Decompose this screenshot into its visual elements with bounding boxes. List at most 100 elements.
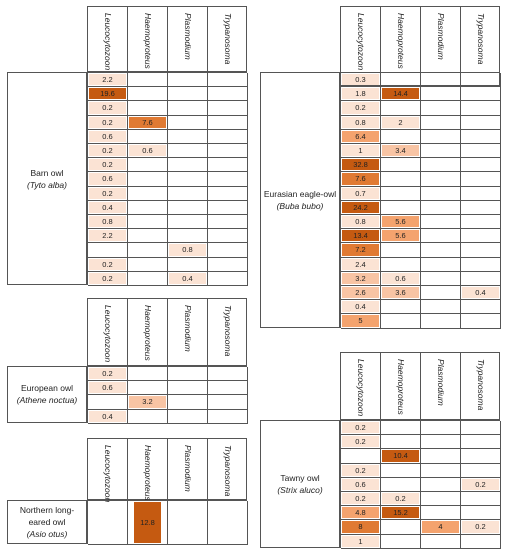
column-header: Plasmodium [168,439,208,499]
cell-value [209,368,246,379]
cell-value [422,88,459,99]
cell-value: 2.2 [89,230,126,242]
table-cell [208,243,248,258]
table-cell [88,501,128,545]
species-scientific-name: (Strix aluco) [277,484,323,495]
cell-value: 2.6 [342,287,379,299]
table-cell [168,129,208,144]
cell-value [462,301,499,312]
cell-value [422,131,459,142]
column-header-label: Haemoproteus [142,13,153,69]
cell-value [422,465,459,476]
cell-value [382,202,419,213]
table-cell [128,271,168,286]
table-cell [421,200,461,215]
table-cell [128,243,168,258]
table-cell: 0.2 [88,271,128,286]
table-cell [461,73,501,88]
table-cell [421,129,461,144]
table-cell [461,257,501,272]
cell-value [422,259,459,270]
table-cell [88,243,128,258]
table-cell: 0.4 [341,300,381,315]
cell-value [422,301,459,312]
table-cell: 0.6 [128,144,168,159]
table-row: 0.2 0.2 [341,492,501,507]
table-row: 3.2 [88,395,248,410]
cell-value: 0.2 [382,493,419,505]
cell-value [209,244,246,255]
table-cell [168,257,208,272]
table-cell [421,477,461,492]
cell-value [422,422,459,433]
table-cell [461,435,501,450]
cell-value [382,131,419,142]
table-cell [421,229,461,244]
species-scientific-name: (Buba bubo) [276,200,324,211]
column-header: Haemoproteus [128,299,168,365]
cell-value [422,244,459,255]
cell-value: 5.6 [382,216,419,228]
cell-value [462,273,499,284]
cell-value [462,173,499,184]
cell-value [169,396,206,407]
cell-value: 0.2 [342,436,379,448]
table-row: 0.6 0.2 [341,477,501,492]
column-header-row: Leucocytozoon Haemoproteus Plasmodium Trypa… [87,298,247,366]
table-row: 0.2 [88,158,248,173]
cell-value: 24.2 [342,201,379,213]
column-header: Haemoproteus [128,7,168,71]
cell-value: 3.6 [382,287,419,299]
cell-value [342,450,379,461]
cell-value [422,74,459,85]
table-cell [421,257,461,272]
table-cell [168,73,208,88]
column-header: Trypanosoma [461,353,501,419]
table-row: 0.2 [88,186,248,201]
table-cell [341,449,381,464]
table-row: 0.8 5.6 [341,215,501,230]
cell-value [422,102,459,113]
table-cell: 5.6 [381,229,421,244]
table-cell: 0.2 [461,520,501,535]
table-row: 19.6 [88,87,248,102]
cell-value [209,145,246,156]
table-cell [168,501,208,545]
species-label: Eurasian eagle-owl (Buba bubo) [260,72,340,328]
table-cell [421,449,461,464]
cell-value [382,259,419,270]
cell-value [382,102,419,113]
table-cell [461,87,501,102]
cell-value [209,502,246,543]
table-cell: 8 [341,520,381,535]
table-cell [208,409,248,424]
column-header-label: Plasmodium [435,13,446,60]
cell-value [169,368,206,379]
cell-value [462,450,499,461]
table-cell: 0.4 [168,271,208,286]
cell-value: 3.2 [342,272,379,284]
table-cell [381,477,421,492]
table-cell [461,492,501,507]
table-row: 0.2 7.6 [88,115,248,130]
table-cell [421,73,461,88]
table-cell [421,534,461,549]
table-row: 10.4 [341,449,501,464]
table-cell: 0.4 [88,200,128,215]
table-row: 0.4 [88,409,248,424]
species-label: Tawny owl (Strix aluco) [260,420,340,548]
cell-value [382,173,419,184]
table-cell [128,215,168,230]
cell-value: 5 [342,315,379,327]
table-row: 0.2 0.4 [88,271,248,286]
cell-value [209,173,246,184]
cell-value [462,202,499,213]
cell-value [129,230,166,241]
cell-value [422,436,459,447]
table-row: 2.2 [88,73,248,88]
cell-value [422,145,459,156]
cell-value [422,315,459,326]
table-cell [168,200,208,215]
table-cell [461,271,501,286]
table-cell [461,144,501,159]
